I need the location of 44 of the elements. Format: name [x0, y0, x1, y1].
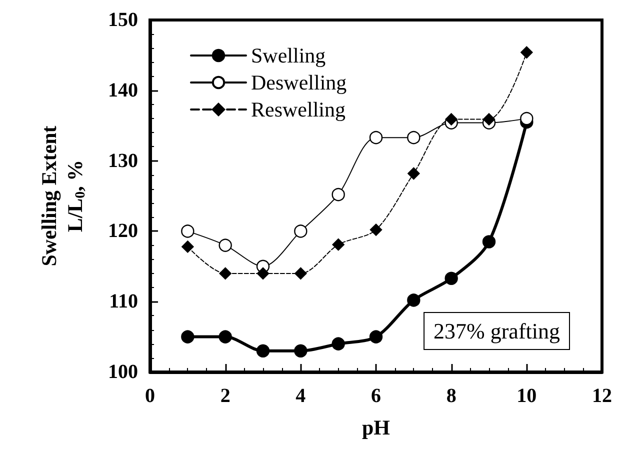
x-tick-label: 12: [592, 385, 612, 407]
y-tick-label: 130: [108, 150, 138, 172]
point: [182, 240, 194, 253]
point: [256, 344, 270, 358]
x-tick-label: 8: [446, 385, 456, 407]
legend-label: Swelling: [251, 44, 326, 68]
point: [181, 330, 194, 344]
x-tick-label: 0: [145, 385, 155, 407]
point: [520, 112, 534, 126]
point: [294, 344, 308, 358]
point: [218, 238, 232, 252]
point: [369, 130, 383, 144]
point: [332, 238, 344, 251]
point: [408, 167, 420, 180]
point: [219, 267, 232, 280]
point: [332, 188, 345, 202]
point: [482, 113, 496, 126]
point: [444, 272, 458, 285]
point: [482, 235, 496, 248]
point: [256, 267, 270, 280]
legend-label: Reswelling: [251, 98, 346, 122]
point: [520, 46, 533, 58]
x-tick-label: 4: [296, 385, 306, 407]
point: [332, 337, 345, 350]
y-tick-label: 110: [109, 290, 138, 313]
annotation: 237% grafting: [434, 318, 560, 344]
point: [294, 224, 308, 238]
x-tick-label: 6: [371, 385, 381, 407]
x-tick-label: 2: [220, 385, 230, 407]
x-axis-title: pH: [362, 416, 390, 440]
point: [445, 113, 458, 126]
x-tick-label: 10: [516, 385, 537, 407]
y-tick-label: 150: [108, 9, 138, 31]
point: [407, 294, 420, 307]
point: [407, 130, 420, 144]
y-tick-label: 140: [108, 79, 138, 102]
legend-label: Deswelling: [251, 70, 348, 94]
point: [294, 267, 307, 280]
y-tick-label: 100: [108, 361, 138, 383]
point: [181, 224, 194, 238]
point: [218, 330, 232, 344]
y-tick-label: 120: [108, 220, 138, 242]
point: [370, 224, 382, 236]
point: [369, 330, 383, 344]
